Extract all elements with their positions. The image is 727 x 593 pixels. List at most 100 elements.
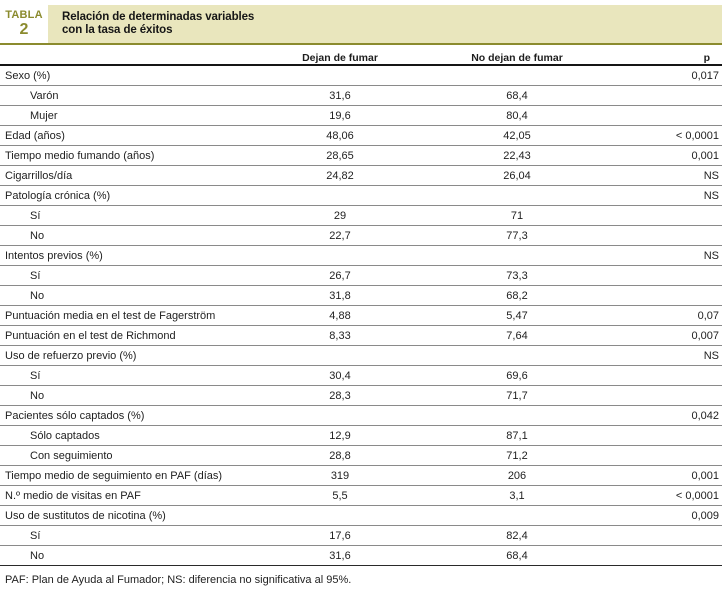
row-label: No: [30, 289, 45, 302]
row-label: Puntuación en el test de Richmond: [5, 329, 176, 342]
cell-p-value: 0,007: [691, 329, 719, 342]
row-label: Con seguimiento: [30, 449, 113, 462]
cell-quit-value: 5,5: [332, 489, 348, 502]
table-title-band: Relación de determinadas variables con l…: [48, 5, 722, 43]
cell-quit-value: 31,6: [329, 549, 351, 562]
row-label: Uso de refuerzo previo (%): [5, 349, 137, 362]
table-row: Pacientes sólo captados (%) 0,042: [0, 406, 722, 426]
table-row: Cigarrillos/día 24,82 26,04 NS: [0, 166, 722, 186]
cell-no-quit-value: 69,6: [506, 369, 528, 382]
row-label: Sí: [30, 209, 41, 222]
table-row: Intentos previos (%) NS: [0, 246, 722, 266]
table-row: Sí 26,7 73,3: [0, 266, 722, 286]
cell-no-quit-value: 73,3: [506, 269, 528, 282]
cell-p-value: NS: [703, 169, 719, 182]
table-row: Uso de refuerzo previo (%) NS: [0, 346, 722, 366]
cell-no-quit-value: 7,64: [506, 329, 528, 342]
table-row: Patología crónica (%) NS: [0, 186, 722, 206]
row-label: Pacientes sólo captados (%): [5, 409, 145, 422]
row-label: N.º medio de visitas en PAF: [5, 489, 141, 502]
cell-no-quit-value: 87,1: [506, 429, 528, 442]
table-row: Puntuación en el test de Richmond 8,33 7…: [0, 326, 722, 346]
cell-p-value: 0,042: [691, 409, 719, 422]
cell-p-value: NS: [703, 249, 719, 262]
row-label: Tiempo medio de seguimiento en PAF (días…: [5, 469, 223, 482]
cell-no-quit-value: 82,4: [506, 529, 528, 542]
cell-p-value: NS: [703, 189, 719, 202]
row-label: Sólo captados: [30, 429, 100, 442]
cell-quit-value: 19,6: [329, 109, 351, 122]
cell-quit-value: 4,88: [329, 309, 351, 322]
table-badge-label: TABLA: [5, 9, 43, 21]
row-label: Sí: [30, 269, 41, 282]
table-row: N.º medio de visitas en PAF 5,5 3,1 < 0,…: [0, 486, 722, 506]
cell-p-value: < 0,0001: [675, 489, 719, 502]
cell-quit-value: 12,9: [329, 429, 351, 442]
table-row: Uso de sustitutos de nicotina (%) 0,009: [0, 506, 722, 526]
cell-no-quit-value: 68,2: [506, 289, 528, 302]
table-row: No 28,3 71,7: [0, 386, 722, 406]
table-row: No 22,7 77,3: [0, 226, 722, 246]
cell-quit-value: 8,33: [329, 329, 351, 342]
cell-quit-value: 28,8: [329, 449, 351, 462]
table-row: Con seguimiento 28,8 71,2: [0, 446, 722, 466]
row-label: Uso de sustitutos de nicotina (%): [5, 509, 166, 522]
cell-no-quit-value: 71,2: [506, 449, 528, 462]
cell-p-value: 0,001: [691, 469, 719, 482]
row-label: No: [30, 389, 45, 402]
row-label: Sí: [30, 369, 41, 382]
row-label: Sexo (%): [5, 69, 51, 82]
table-row: No 31,6 68,4: [0, 546, 722, 565]
table-row: Sí 30,4 69,6: [0, 366, 722, 386]
cell-no-quit-value: 68,4: [506, 549, 528, 562]
table-header: TABLA 2 Relación de determinadas variabl…: [0, 5, 722, 45]
cell-quit-value: 24,82: [326, 169, 354, 182]
cell-no-quit-value: 77,3: [506, 229, 528, 242]
row-label: Cigarrillos/día: [5, 169, 73, 182]
row-label: No: [30, 549, 45, 562]
cell-no-quit-value: 206: [507, 469, 527, 482]
table-badge-number: 2: [19, 21, 29, 38]
column-header-row: Dejan de fumar No dejan de fumar p: [0, 48, 722, 66]
cell-quit-value: 26,7: [329, 269, 351, 282]
cell-quit-value: 28,3: [329, 389, 351, 402]
row-label: Patología crónica (%): [5, 189, 111, 202]
cell-no-quit-value: 5,47: [506, 309, 528, 322]
cell-p-value: 0,009: [691, 509, 719, 522]
table-row: Tiempo medio de seguimiento en PAF (días…: [0, 466, 722, 486]
column-header-no-quit: No dejan de fumar: [471, 52, 563, 64]
row-label: Intentos previos (%): [5, 249, 103, 262]
table-badge: TABLA 2: [0, 5, 48, 43]
column-header-quit: Dejan de fumar: [302, 52, 378, 64]
row-label: No: [30, 229, 45, 242]
cell-no-quit-value: 42,05: [503, 129, 531, 142]
row-label: Tiempo medio fumando (años): [5, 149, 155, 162]
cell-no-quit-value: 3,1: [509, 489, 525, 502]
cell-quit-value: 29: [333, 209, 347, 222]
cell-p-value: 0,001: [691, 149, 719, 162]
table-title-line-2: con la tasa de éxitos: [62, 24, 173, 36]
cell-quit-value: 28,65: [326, 149, 354, 162]
row-label: Puntuación media en el test de Fagerströ…: [5, 309, 216, 322]
cell-p-value: 0,07: [697, 309, 719, 322]
cell-quit-value: 31,6: [329, 89, 351, 102]
cell-no-quit-value: 80,4: [506, 109, 528, 122]
cell-p-value: NS: [703, 349, 719, 362]
table-row: Mujer 19,6 80,4: [0, 106, 722, 126]
table-row: Varón 31,6 68,4: [0, 86, 722, 106]
table-row: Tiempo medio fumando (años) 28,65 22,43 …: [0, 146, 722, 166]
cell-p-value: 0,017: [691, 69, 719, 82]
cell-no-quit-value: 68,4: [506, 89, 528, 102]
cell-quit-value: 17,6: [329, 529, 351, 542]
row-label: Sí: [30, 529, 41, 542]
row-label: Edad (años): [5, 129, 65, 142]
cell-quit-value: 30,4: [329, 369, 351, 382]
cell-no-quit-value: 71: [510, 209, 524, 222]
table-row: Sólo captados 12,9 87,1: [0, 426, 722, 446]
table-row: Sí 17,6 82,4: [0, 526, 722, 546]
table-row: Sí 29 71: [0, 206, 722, 226]
cell-no-quit-value: 22,43: [503, 149, 531, 162]
column-header-p: p: [703, 52, 710, 64]
row-label: Mujer: [30, 109, 58, 122]
